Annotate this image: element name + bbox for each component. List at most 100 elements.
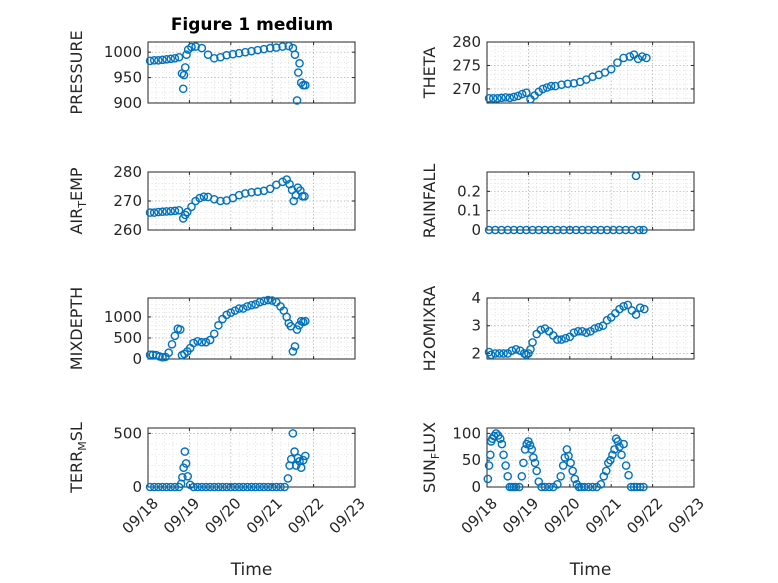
data-point bbox=[637, 52, 647, 61]
series-terrmsl bbox=[145, 429, 310, 492]
data-point bbox=[296, 463, 306, 472]
panel-pressure: 900 950 1000 PRESSURE bbox=[67, 30, 356, 115]
y-tick-label: 500 bbox=[113, 329, 142, 347]
data-point bbox=[615, 225, 624, 235]
y-tick-label: 0 bbox=[132, 478, 142, 496]
data-point bbox=[145, 208, 155, 217]
data-point bbox=[209, 329, 219, 339]
data-point bbox=[240, 189, 250, 198]
data-point bbox=[608, 450, 617, 460]
data-point bbox=[610, 445, 619, 454]
axes-box bbox=[147, 41, 356, 104]
axes-box bbox=[147, 297, 356, 360]
data-point bbox=[234, 304, 244, 313]
data-point bbox=[513, 91, 523, 101]
data-point bbox=[180, 447, 190, 456]
y-axis-label: AIRTEMP bbox=[67, 167, 89, 234]
data-point bbox=[218, 482, 227, 492]
data-point bbox=[145, 350, 155, 360]
data-point bbox=[272, 43, 281, 52]
data-point bbox=[503, 471, 513, 481]
panel-airtemp: 260 270 280 AIRTEMP bbox=[67, 163, 356, 239]
y-tick-label: 950 bbox=[113, 69, 142, 87]
data-point bbox=[179, 463, 188, 472]
data-point bbox=[633, 54, 643, 64]
data-point bbox=[553, 480, 562, 489]
data-point bbox=[598, 321, 608, 331]
data-point bbox=[209, 53, 219, 63]
data-point bbox=[538, 84, 548, 94]
data-point bbox=[290, 447, 299, 456]
data-point bbox=[238, 482, 248, 492]
data-point bbox=[174, 205, 184, 215]
data-point bbox=[178, 84, 188, 94]
data-point bbox=[247, 482, 256, 492]
data-point bbox=[265, 43, 275, 53]
data-point bbox=[571, 225, 581, 235]
data-point bbox=[288, 429, 298, 438]
x-axis-label: Time bbox=[230, 560, 273, 580]
data-point bbox=[183, 471, 193, 481]
y-tick-label: 0 bbox=[471, 478, 481, 496]
data-point bbox=[540, 225, 550, 235]
data-point bbox=[635, 303, 645, 313]
data-point bbox=[596, 225, 606, 235]
series-h2omixra bbox=[484, 300, 649, 360]
data-point bbox=[514, 482, 524, 492]
data-point bbox=[197, 337, 207, 347]
y-axis-label: TERRMSL bbox=[67, 422, 89, 494]
data-point bbox=[182, 50, 191, 60]
data-point bbox=[495, 349, 504, 358]
data-point bbox=[568, 466, 577, 476]
data-point bbox=[563, 79, 573, 89]
data-point bbox=[149, 56, 159, 65]
data-point bbox=[183, 207, 192, 217]
data-point bbox=[243, 482, 252, 492]
data-point bbox=[251, 482, 260, 492]
data-point bbox=[511, 344, 521, 354]
data-point bbox=[499, 349, 508, 358]
data-point bbox=[608, 225, 618, 235]
data-point bbox=[491, 429, 501, 438]
data-point bbox=[296, 186, 305, 195]
data-point bbox=[529, 453, 538, 462]
y-tick-label: 3 bbox=[471, 317, 481, 335]
data-point bbox=[570, 474, 580, 484]
data-point bbox=[640, 304, 649, 314]
data-point bbox=[234, 482, 244, 492]
data-point bbox=[293, 68, 303, 77]
data-point bbox=[290, 342, 300, 351]
y-tick-label: 0 bbox=[471, 221, 481, 239]
y-tick-label: 275 bbox=[452, 56, 481, 74]
y-axis-label: SUNFLUX bbox=[420, 422, 442, 493]
data-point bbox=[486, 450, 495, 460]
y-tick-label: 270 bbox=[452, 80, 481, 98]
data-point bbox=[174, 52, 184, 62]
data-point bbox=[484, 94, 494, 103]
data-point bbox=[255, 297, 265, 307]
data-point bbox=[228, 49, 238, 59]
data-point bbox=[247, 187, 256, 197]
data-point bbox=[619, 302, 628, 311]
data-point bbox=[501, 93, 510, 102]
data-point bbox=[216, 196, 225, 206]
data-point bbox=[613, 58, 622, 67]
data-point bbox=[263, 295, 273, 305]
data-point bbox=[149, 208, 159, 217]
data-point bbox=[158, 353, 167, 362]
panel-h2omixra: 2 3 4 H2OMIXRA bbox=[420, 286, 695, 371]
x-axis-label: Time bbox=[569, 560, 612, 580]
data-point bbox=[519, 458, 528, 468]
data-point bbox=[276, 482, 285, 492]
data-point bbox=[579, 482, 589, 492]
data-point bbox=[226, 482, 236, 492]
data-point bbox=[505, 93, 515, 103]
data-point bbox=[238, 304, 248, 313]
data-point bbox=[251, 300, 260, 309]
axes-box bbox=[486, 41, 695, 104]
data-point bbox=[149, 482, 159, 492]
data-point bbox=[625, 52, 635, 61]
data-point bbox=[553, 225, 562, 235]
data-point bbox=[623, 300, 633, 310]
